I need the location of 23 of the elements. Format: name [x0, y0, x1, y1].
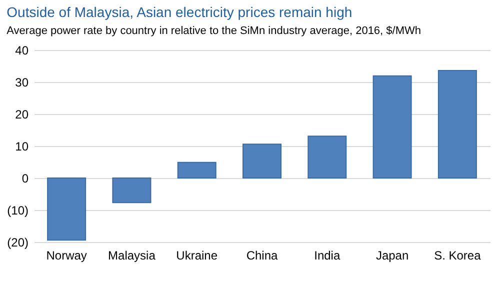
x-tick-label: Ukraine	[176, 248, 218, 262]
chart-title: Outside of Malaysia, Asian electricity prices remain high	[6, 4, 352, 20]
y-tick-label: 30	[15, 76, 29, 90]
bar	[47, 178, 86, 241]
bar	[242, 144, 282, 178]
chart-subtitle: Average power rate by country in relative to the SiMn industry average, 2016, $/MWh	[6, 25, 422, 37]
y-tick-label: (20)	[7, 236, 28, 250]
bar	[372, 75, 412, 178]
bar	[177, 162, 216, 178]
x-tick-label: Malaysia	[108, 248, 156, 262]
x-tick-label: Norway	[46, 248, 87, 262]
y-tick-label: (10)	[7, 204, 28, 218]
x-tick-label: Japan	[376, 248, 409, 262]
bar	[112, 178, 152, 204]
x-tick-label: China	[246, 248, 278, 262]
bar	[438, 70, 477, 178]
y-tick-label: 0	[22, 172, 29, 186]
x-tick-label: India	[314, 248, 340, 262]
bar	[308, 136, 347, 178]
x-tick-label: S. Korea	[434, 248, 482, 262]
y-tick-label: 20	[15, 108, 29, 122]
y-tick-label: 10	[15, 140, 29, 154]
y-tick-label: 40	[15, 44, 29, 58]
